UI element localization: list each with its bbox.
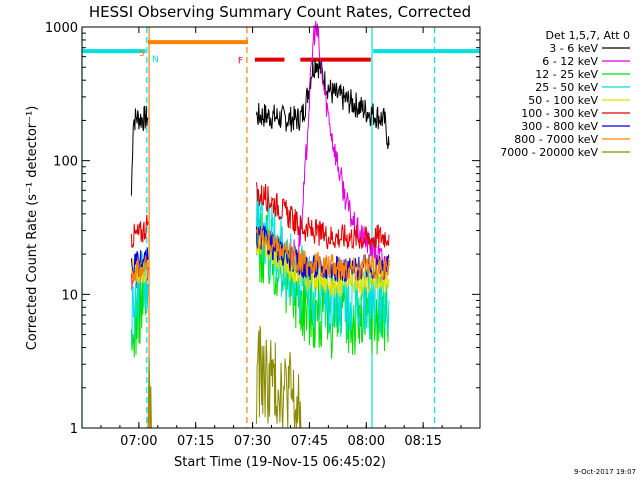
legend-entry: 50 - 100 keV (528, 94, 598, 107)
y-axis: 1 10 100 1000 (45, 21, 480, 437)
series-line (130, 214, 149, 248)
flag-label: S (139, 49, 145, 59)
x-tick-label: 08:00 (348, 434, 385, 449)
legend-entry: 100 - 300 keV (521, 107, 598, 120)
legend-entry: 6 - 12 keV (542, 55, 598, 68)
y-tick-label: 100 (53, 155, 78, 170)
series-line (130, 105, 149, 196)
legend-entry: 12 - 25 keV (535, 68, 598, 81)
legend-header: Det 1,5,7, Att 0 (546, 29, 630, 42)
x-tick-label: 07:00 (120, 434, 157, 449)
chart-title: HESSI Observing Summary Count Rates, Cor… (89, 3, 471, 21)
x-tick-label: 07:15 (177, 434, 214, 449)
flag-label: N (152, 55, 159, 65)
legend-entry: 3 - 6 keV (549, 42, 598, 55)
legend-entry: 7000 - 20000 keV (500, 146, 598, 159)
x-tick-label: 07:30 (234, 434, 271, 449)
series-line (255, 233, 390, 298)
plot-area: SN F (81, 20, 480, 429)
y-tick-label: 1 (70, 422, 78, 437)
series-line (255, 226, 390, 281)
series-line (255, 182, 390, 250)
x-axis-label: Start Time (19-Nov-15 06:45:02) (174, 455, 386, 470)
timestamp: 9-Oct-2017 19:07 (574, 468, 636, 476)
legend-entry: 300 - 800 keV (521, 120, 598, 133)
series-line (255, 325, 303, 429)
y-tick-label: 1000 (45, 21, 78, 36)
series-line (255, 59, 390, 150)
legend-entry: 800 - 7000 keV (514, 133, 598, 146)
series-line (147, 356, 152, 429)
flag-label: F (238, 57, 243, 67)
y-tick-label: 10 (61, 288, 78, 303)
plot-frame (81, 26, 481, 429)
legend-entry: 25 - 50 keV (535, 81, 598, 94)
y-axis-label: Corrected Count Rate (s⁻¹ detector⁻¹) (25, 106, 40, 351)
series-line (130, 255, 149, 287)
x-tick-label: 08:15 (404, 434, 441, 449)
x-axis: 07:00 07:15 07:30 07:45 08:00 08:15 (81, 27, 481, 449)
x-tick-label: 07:45 (291, 434, 328, 449)
